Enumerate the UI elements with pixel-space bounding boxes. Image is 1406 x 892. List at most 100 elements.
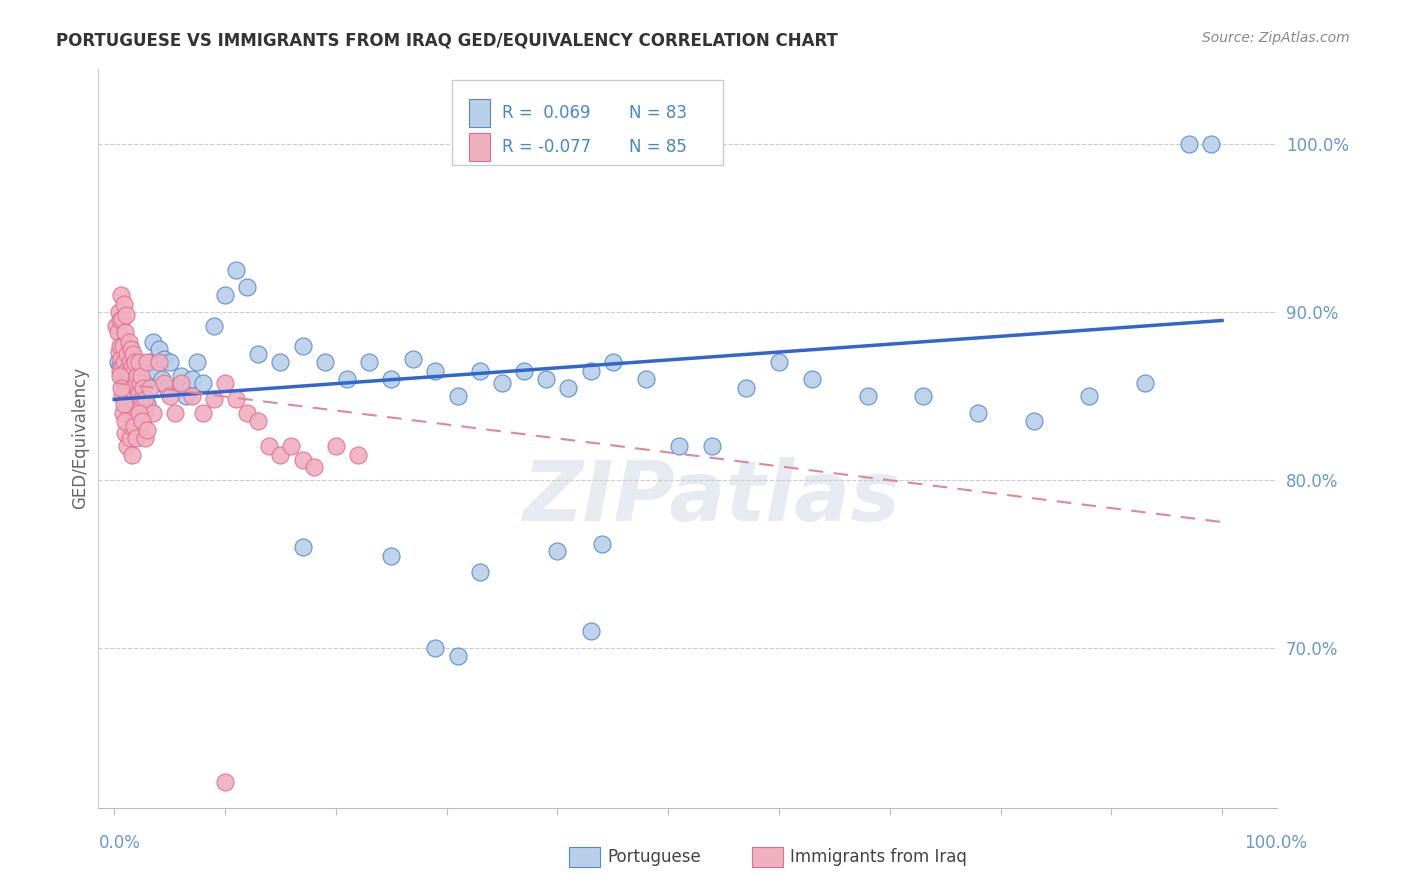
Point <box>118 431 141 445</box>
Point <box>107 355 129 369</box>
Point <box>165 406 187 420</box>
Point <box>134 376 156 390</box>
Point <box>111 359 134 373</box>
Point <box>132 406 155 420</box>
Point <box>124 362 146 376</box>
Point <box>214 288 236 302</box>
Point <box>114 381 136 395</box>
Point <box>1133 376 1156 390</box>
Point <box>124 355 146 369</box>
Bar <box>470 99 491 127</box>
Point <box>125 402 148 417</box>
Point <box>122 397 145 411</box>
Point <box>314 355 336 369</box>
Text: 100.0%: 100.0% <box>1244 834 1308 852</box>
Point <box>174 389 197 403</box>
Point <box>108 368 131 383</box>
Point <box>269 448 291 462</box>
Point <box>121 448 143 462</box>
Point <box>148 355 170 369</box>
Point <box>125 381 148 395</box>
Point <box>117 352 139 367</box>
Point <box>112 406 135 420</box>
Point <box>768 355 790 369</box>
Point <box>122 355 145 369</box>
Text: Immigrants from Iraq: Immigrants from Iraq <box>790 848 967 866</box>
Point <box>145 364 167 378</box>
Text: R = -0.077: R = -0.077 <box>502 138 592 156</box>
Point <box>112 339 135 353</box>
Point <box>127 368 149 383</box>
Point <box>856 389 879 403</box>
Point <box>579 624 602 639</box>
Point <box>214 376 236 390</box>
Point <box>125 431 148 445</box>
Point <box>302 459 325 474</box>
Point <box>108 364 131 378</box>
Point <box>134 392 156 407</box>
Point <box>131 392 153 407</box>
Point <box>236 406 259 420</box>
Point <box>180 389 202 403</box>
Point <box>153 376 176 390</box>
Point <box>128 389 150 403</box>
Bar <box>470 133 491 161</box>
Text: R =  0.069: R = 0.069 <box>502 103 591 122</box>
Point <box>114 425 136 440</box>
Point <box>108 339 131 353</box>
Point <box>114 347 136 361</box>
Y-axis label: GED/Equivalency: GED/Equivalency <box>72 367 89 509</box>
Text: N = 83: N = 83 <box>628 103 686 122</box>
Point <box>114 325 136 339</box>
Point <box>1078 389 1101 403</box>
Point <box>131 392 153 407</box>
Point <box>291 339 314 353</box>
Point <box>801 372 824 386</box>
Point <box>579 364 602 378</box>
Point <box>131 414 153 428</box>
Point <box>1199 137 1222 152</box>
Point <box>142 406 165 420</box>
Point <box>128 406 150 420</box>
Point <box>136 423 159 437</box>
Point <box>107 305 129 319</box>
Point <box>107 345 129 359</box>
Point <box>153 352 176 367</box>
Text: 0.0%: 0.0% <box>98 834 141 852</box>
Point <box>336 372 359 386</box>
Point <box>107 325 129 339</box>
Point <box>202 318 225 333</box>
Point <box>557 381 579 395</box>
Point <box>111 389 134 403</box>
Point <box>402 352 425 367</box>
Point <box>1178 137 1201 152</box>
Text: Source: ZipAtlas.com: Source: ZipAtlas.com <box>1202 31 1350 45</box>
Point <box>111 339 134 353</box>
Point <box>117 368 139 383</box>
Text: PORTUGUESE VS IMMIGRANTS FROM IRAQ GED/EQUIVALENCY CORRELATION CHART: PORTUGUESE VS IMMIGRANTS FROM IRAQ GED/E… <box>56 31 838 49</box>
Point <box>159 355 181 369</box>
Point <box>120 342 142 356</box>
Point <box>138 381 160 395</box>
Point <box>247 347 270 361</box>
Point <box>121 359 143 373</box>
Point <box>117 440 139 454</box>
Point <box>128 406 150 420</box>
Point <box>136 355 159 369</box>
Point <box>117 347 139 361</box>
Point <box>156 381 179 395</box>
Text: Portuguese: Portuguese <box>607 848 702 866</box>
Point <box>121 376 143 390</box>
Point <box>120 376 142 390</box>
Point <box>114 414 136 428</box>
Point <box>1022 414 1045 428</box>
Point <box>425 364 447 378</box>
Point <box>425 641 447 656</box>
Point <box>111 311 134 326</box>
Point <box>112 368 135 383</box>
Point <box>186 355 208 369</box>
Point <box>191 376 214 390</box>
Point <box>967 406 990 420</box>
Point <box>668 440 690 454</box>
Point <box>131 414 153 428</box>
